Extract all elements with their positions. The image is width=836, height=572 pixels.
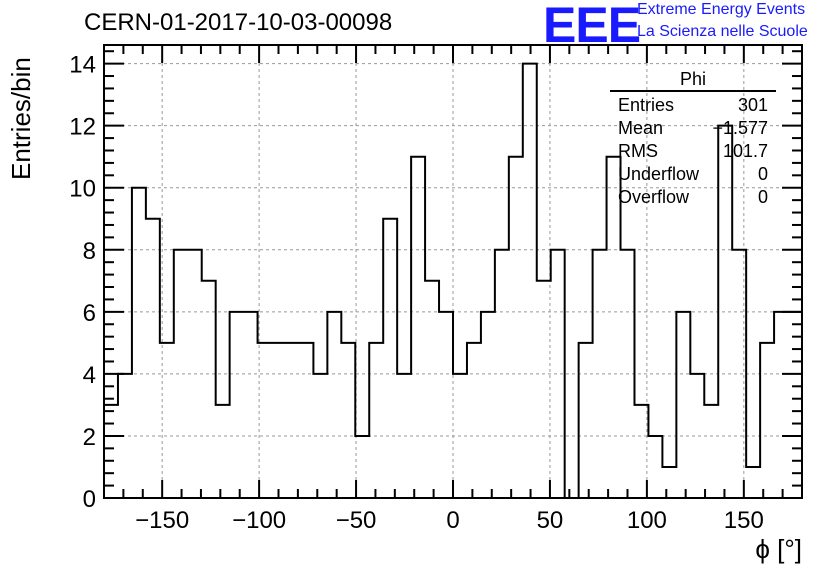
stats-value: −1.577	[712, 118, 768, 138]
histogram-line	[104, 62, 802, 499]
x-tick-label: 150	[724, 507, 764, 534]
stats-value: 301	[737, 95, 768, 115]
x-axis-label: ϕ [°]	[755, 534, 802, 564]
tick-labels: −150 −100 −50 0 50 100 150 0 2 4 6 8 10 12 14	[69, 52, 764, 534]
stats-label: RMS	[618, 141, 658, 161]
stats-row: Underflow 0	[610, 163, 776, 186]
stats-value: 101.7	[722, 141, 768, 161]
stats-value: 0	[757, 187, 768, 207]
stats-value: 0	[757, 164, 768, 184]
run-title: CERN-01-2017-10-03-00098	[84, 9, 393, 36]
x-tick-label: −100	[232, 507, 286, 534]
y-tick-label: 6	[83, 300, 96, 327]
y-tick-label: 10	[69, 176, 96, 203]
x-tick-label: 100	[627, 507, 667, 534]
stats-label: Overflow	[618, 187, 690, 207]
x-tick-label: 0	[446, 507, 459, 534]
stats-row: Entries 301	[610, 94, 776, 117]
stats-label: Mean	[618, 118, 664, 138]
logo-subtitle-line2: La Scienza nelle Scuole	[637, 23, 808, 40]
y-tick-label: 14	[69, 52, 96, 79]
axis-ticks	[103, 45, 803, 499]
stats-title: Phi	[610, 68, 776, 92]
stats-box: Phi Entries 301 Mean −1.577 RMS 101.7 Under…	[610, 68, 776, 209]
y-tick-label: 12	[69, 114, 96, 141]
x-tick-label: −50	[336, 507, 377, 534]
y-tick-label: 4	[83, 362, 96, 389]
stats-row: Overflow 0	[610, 186, 776, 209]
y-tick-label: 2	[83, 424, 96, 451]
x-tick-label: −150	[135, 507, 189, 534]
y-axis-label: Entries/bin	[6, 57, 36, 180]
y-tick-label: 0	[83, 486, 96, 513]
stats-row: Mean −1.577	[610, 117, 776, 140]
y-tick-label: 8	[83, 238, 96, 265]
x-tick-label: 50	[537, 507, 564, 534]
stats-row: RMS 101.7	[610, 140, 776, 163]
stats-label: Entries	[618, 95, 675, 115]
stats-label: Underflow	[618, 164, 700, 184]
logo-subtitle-line1: Extreme Energy Events	[637, 1, 806, 18]
